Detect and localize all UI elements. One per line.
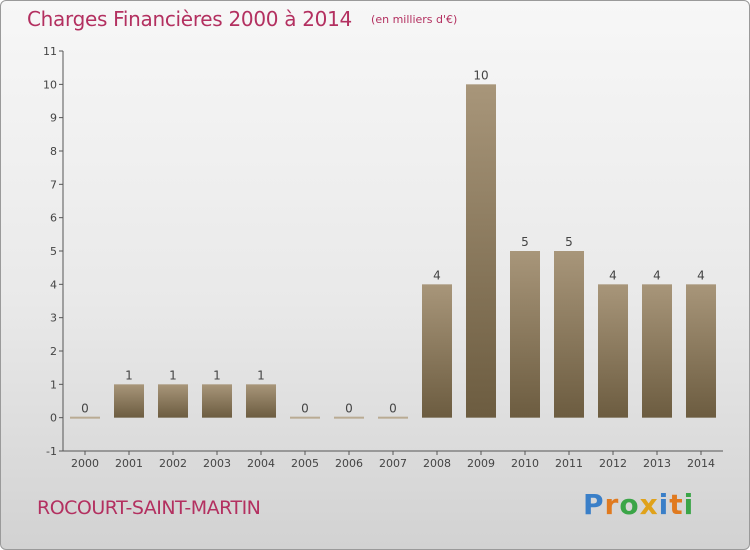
y-tick-label: 2 — [50, 345, 57, 358]
bar — [70, 416, 100, 419]
y-tick-label: 6 — [50, 212, 57, 225]
logo-letter: t — [669, 488, 684, 521]
x-tick-label: 2012 — [599, 457, 627, 470]
bar — [510, 251, 540, 418]
logo-letter: x — [639, 488, 659, 521]
bar — [158, 384, 188, 418]
x-tick-label: 2007 — [379, 457, 407, 470]
y-tick-label: 11 — [43, 45, 57, 58]
x-tick-label: 2010 — [511, 457, 539, 470]
bar — [466, 84, 496, 418]
chart-title: Charges Financières 2000 à 2014 — [27, 7, 352, 31]
y-tick-label: 5 — [50, 245, 57, 258]
logo-letter: i — [683, 488, 695, 521]
logo-letter: i — [658, 488, 670, 521]
y-tick-label: 1 — [50, 378, 57, 391]
title-row: Charges Financières 2000 à 2014 (en mill… — [27, 7, 457, 31]
bar — [202, 384, 232, 418]
y-tick-label: 4 — [50, 278, 57, 291]
bar — [378, 416, 408, 419]
x-tick-label: 2000 — [71, 457, 99, 470]
bar — [642, 284, 672, 418]
chart-subtitle: (en milliers d'€) — [371, 13, 458, 26]
bar — [246, 384, 276, 418]
x-tick-label: 2011 — [555, 457, 583, 470]
logo-letter: o — [619, 488, 640, 521]
y-tick-label: 9 — [50, 112, 57, 125]
y-tick-label: 3 — [50, 312, 57, 325]
bar — [422, 284, 452, 418]
x-tick-label: 2013 — [643, 457, 671, 470]
x-tick-label: 2008 — [423, 457, 451, 470]
bar — [686, 284, 716, 418]
bar — [334, 416, 364, 419]
x-tick-label: 2002 — [159, 457, 187, 470]
data-label: 0 — [81, 402, 89, 416]
bar — [598, 284, 628, 418]
data-label: 0 — [301, 402, 309, 416]
y-tick-label: 7 — [50, 178, 57, 191]
y-tick-label: 8 — [50, 145, 57, 158]
data-label: 0 — [345, 402, 353, 416]
y-tick-label: -1 — [46, 445, 57, 458]
commune-name: ROCOURT-SAINT-MARTIN — [37, 497, 261, 519]
data-label: 4 — [609, 268, 617, 282]
x-tick-label: 2009 — [467, 457, 495, 470]
logo-letter: P — [583, 488, 605, 521]
x-tick-label: 2001 — [115, 457, 143, 470]
x-tick-label: 2006 — [335, 457, 363, 470]
data-label: 1 — [213, 368, 221, 382]
x-tick-label: 2003 — [203, 457, 231, 470]
data-label: 10 — [473, 68, 488, 82]
data-label: 1 — [257, 368, 265, 382]
y-tick-label: 0 — [50, 412, 57, 425]
x-tick-label: 2014 — [687, 457, 715, 470]
logo-letter: r — [604, 488, 620, 521]
proxiti-logo: Proxiti — [583, 488, 694, 521]
bar — [114, 384, 144, 418]
x-tick-label: 2005 — [291, 457, 319, 470]
y-tick-label: 10 — [43, 78, 57, 91]
bar — [554, 251, 584, 418]
bar — [290, 416, 320, 419]
data-label: 4 — [653, 268, 661, 282]
data-label: 5 — [565, 235, 573, 249]
data-label: 1 — [169, 368, 177, 382]
data-label: 4 — [433, 268, 441, 282]
data-label: 1 — [125, 368, 133, 382]
data-label: 0 — [389, 402, 397, 416]
data-label: 4 — [697, 268, 705, 282]
x-tick-label: 2004 — [247, 457, 275, 470]
data-label: 5 — [521, 235, 529, 249]
